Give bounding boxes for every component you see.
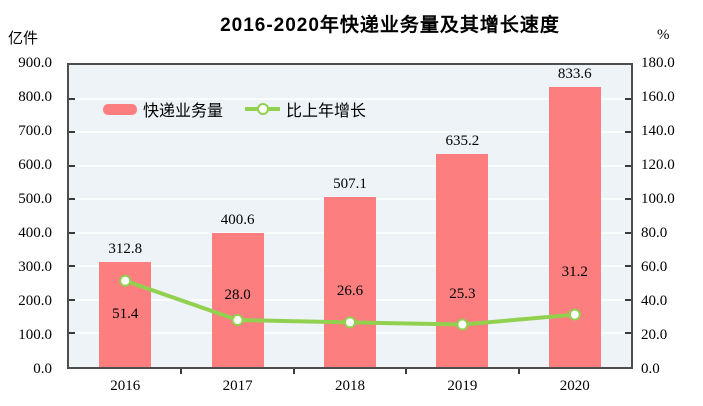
right-axis-tick-label: 140.0 [641, 123, 675, 139]
left-axis-tick [69, 131, 75, 134]
chart-title: 2016-2020年快递业务量及其增长速度 [220, 15, 560, 36]
right-axis-tick [625, 332, 631, 335]
right-axis-tick [625, 198, 631, 201]
left-axis-unit-label: 亿件 [8, 31, 39, 47]
legend: 快递业务量 比上年增长 [103, 97, 366, 121]
bar-value-label: 635.2 [445, 132, 480, 149]
x-axis-tick [292, 369, 295, 374]
bar-value-label: 400.6 [220, 211, 255, 228]
left-axis-tick [69, 198, 75, 201]
growth-value-label: 51.4 [112, 305, 139, 322]
growth-value-label: 28.0 [224, 287, 251, 304]
left-axis-tick-label: 200.0 [18, 293, 52, 309]
growth-line-marker-icon [456, 318, 469, 331]
x-axis-category-label: 2020 [559, 378, 590, 394]
right-axis-tick [625, 131, 631, 134]
left-axis-tick-label: 900.0 [18, 55, 52, 71]
growth-line-marker-icon [231, 314, 244, 327]
legend-line-swatch-icon [245, 103, 281, 115]
growth-line-marker-icon [568, 308, 581, 321]
growth-line-marker-icon [344, 316, 356, 329]
growth-value-label: 26.6 [336, 283, 364, 300]
left-axis-tick-label: 0.0 [33, 361, 52, 377]
left-axis-tick [69, 97, 75, 100]
right-axis-tick-label: 100.0 [641, 191, 675, 207]
right-axis-tick-label: 160.0 [641, 89, 675, 105]
x-axis-category-label: 2017 [222, 378, 253, 394]
left-axis-tick-label: 700.0 [18, 123, 52, 139]
legend-bar-swatch-icon [103, 103, 137, 115]
x-axis-category-label: 2018 [335, 378, 365, 394]
x-axis-category-label: 2019 [447, 378, 478, 394]
left-axis-tick-label: 300.0 [18, 259, 52, 275]
left-axis-tick-label: 800.0 [18, 89, 52, 105]
delivery-volume-bar [211, 232, 264, 367]
plot-area: 312.8 400.6 507.1 635.2 833.6 51.4 28.0 26.6 25.… [67, 63, 633, 369]
gridline [69, 97, 631, 100]
right-axis-tick-label: 20.0 [641, 327, 668, 343]
growth-value-label: 31.2 [561, 263, 588, 280]
delivery-volume-bar [436, 153, 489, 367]
gridline [69, 164, 631, 167]
delivery-volume-bar [324, 196, 376, 367]
right-axis-tick [625, 231, 631, 234]
x-axis-category-label: 2016 [110, 378, 141, 394]
legend-line-label: 比上年增长 [286, 103, 367, 120]
right-axis-tick [625, 298, 631, 301]
right-axis-tick [625, 164, 631, 167]
growth-value-label: 25.3 [449, 285, 476, 302]
right-axis-tick-label: 40.0 [641, 293, 668, 309]
left-axis-tick-label: 100.0 [18, 327, 52, 343]
gridline [69, 131, 631, 134]
growth-line-marker-icon [119, 274, 132, 287]
x-axis-tick [180, 369, 183, 374]
right-axis-unit-label: % [657, 27, 670, 43]
right-axis-tick [625, 265, 631, 268]
left-axis-tick [69, 332, 75, 335]
right-axis-tick-label: 80.0 [641, 225, 668, 241]
right-axis-tick-label: 0.0 [641, 361, 660, 377]
x-axis-tick [517, 369, 520, 374]
right-axis-tick-label: 60.0 [641, 259, 668, 275]
left-axis-tick-label: 600.0 [18, 157, 52, 173]
bar-value-label: 507.1 [333, 175, 367, 192]
right-axis-tick-label: 120.0 [641, 157, 675, 173]
bar-value-label: 312.8 [108, 241, 143, 258]
left-axis-tick [69, 164, 75, 167]
x-axis-tick [405, 369, 408, 374]
legend-bar-label: 快递业务量 [143, 103, 224, 120]
growth-line-plot [119, 274, 581, 331]
left-axis-tick-label: 400.0 [18, 225, 52, 241]
bar-value-label: 833.6 [557, 66, 592, 83]
left-axis-tick [69, 298, 75, 301]
left-axis-tick [69, 231, 75, 234]
right-axis-tick [625, 97, 631, 100]
legend-line-marker-icon [257, 103, 270, 115]
left-axis-tick [69, 265, 75, 268]
right-axis-tick-label: 180.0 [641, 55, 675, 71]
left-axis-tick-label: 500.0 [18, 191, 52, 207]
